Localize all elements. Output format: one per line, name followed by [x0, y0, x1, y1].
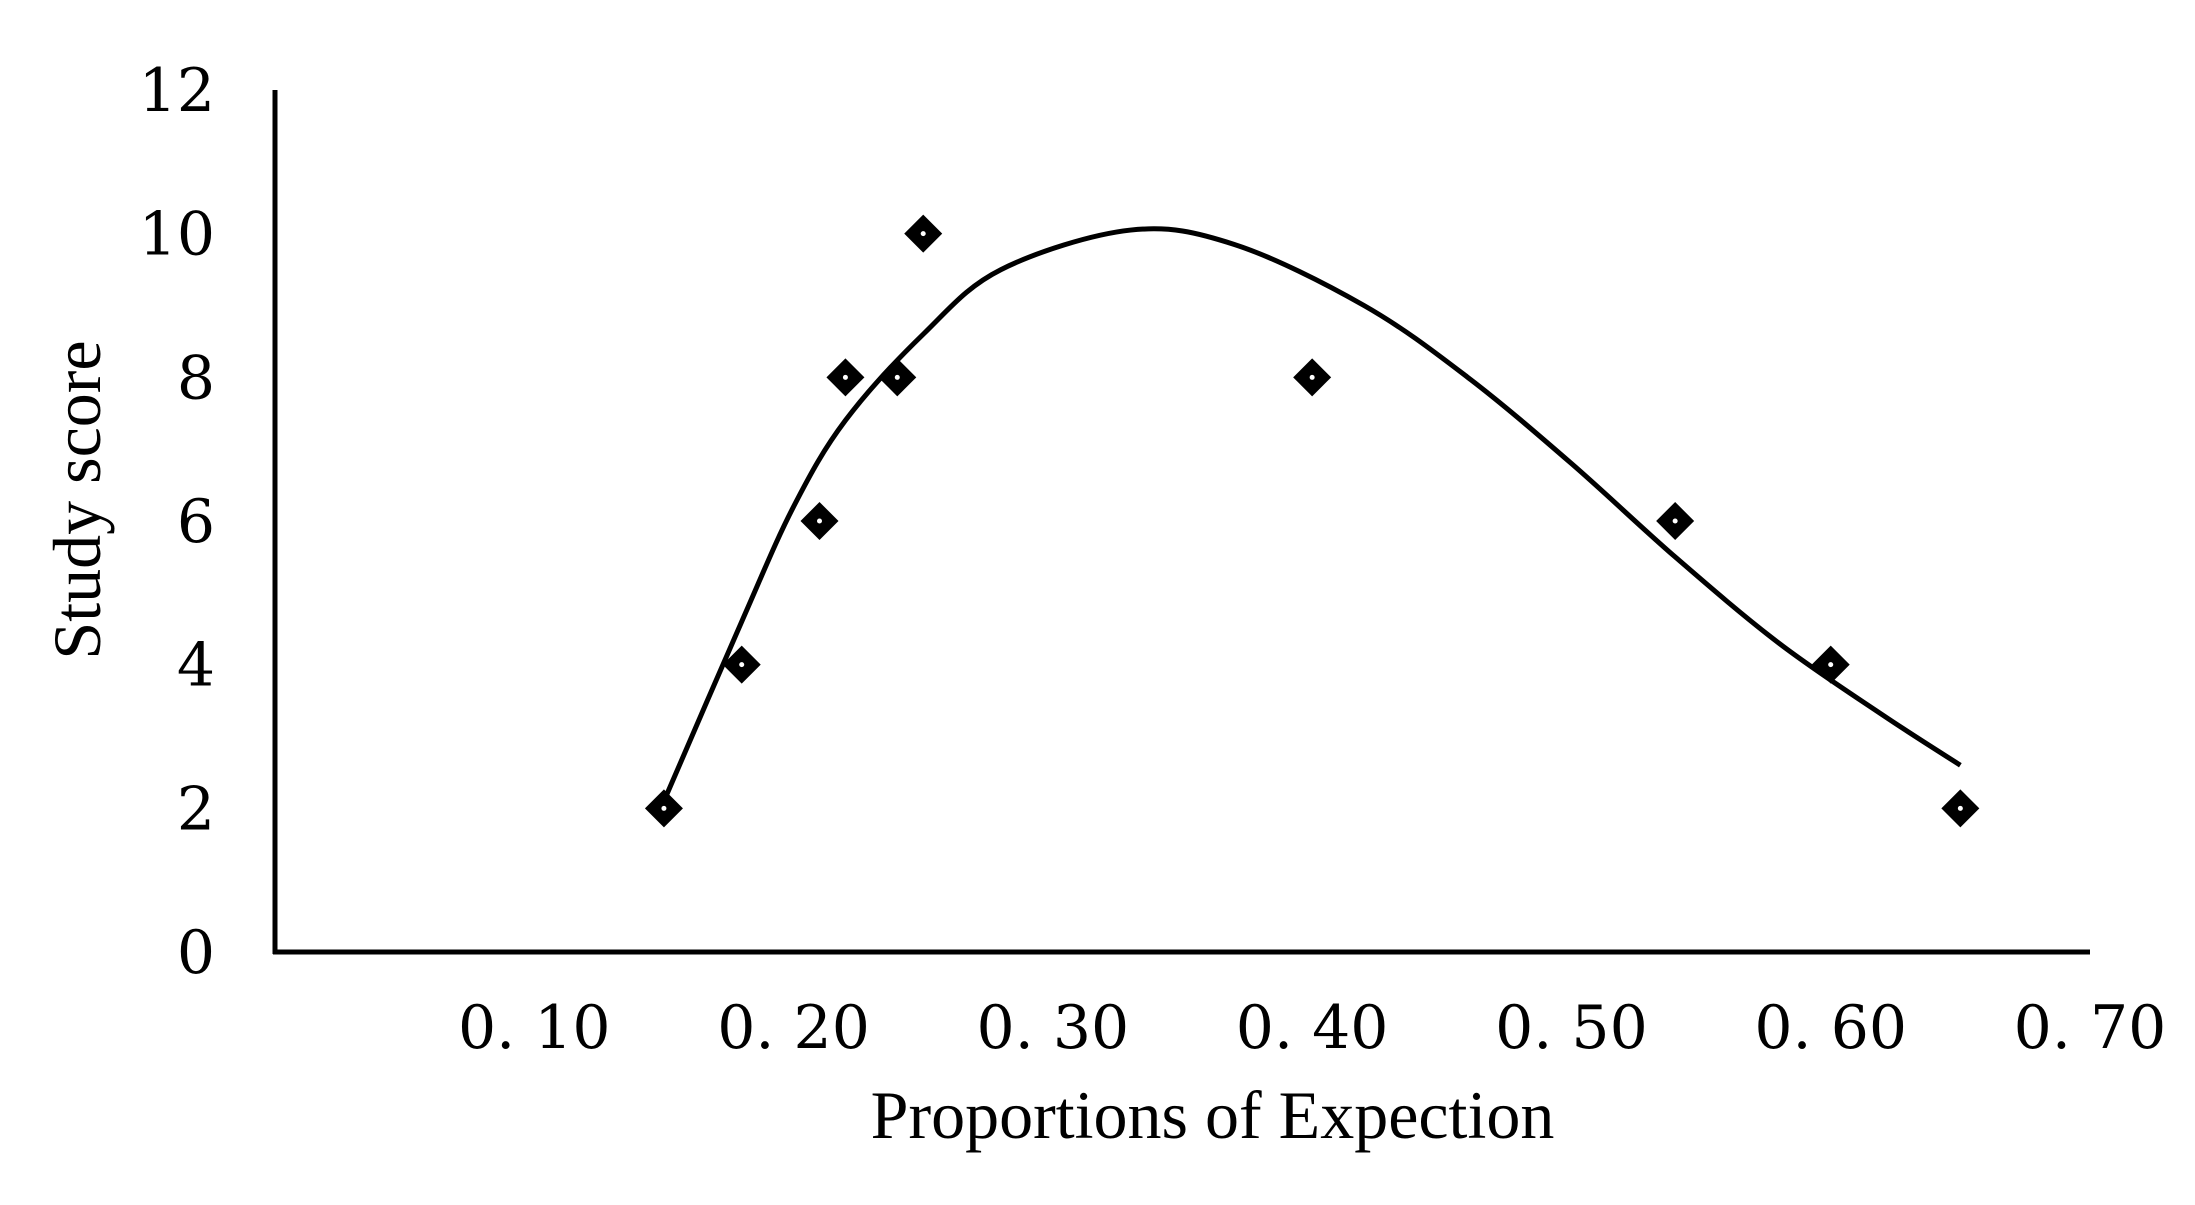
- x-tick-labels: 0. 10 0. 20 0. 30 0. 40 0. 50 0. 60 0. 70: [458, 993, 2166, 1063]
- x-tick-label: 0. 60: [1754, 993, 1907, 1063]
- y-tick-labels: 0 2 4 6 8 10 12: [139, 56, 215, 988]
- y-tick-label: 12: [139, 56, 215, 126]
- data-points: [644, 214, 1980, 828]
- y-tick-label: 4: [177, 631, 215, 701]
- x-tick-label: 0. 50: [1495, 993, 1648, 1063]
- y-tick-label: 8: [177, 343, 215, 413]
- trendline: [661, 226, 1962, 803]
- y-tick-label: 0: [177, 918, 215, 988]
- data-point-center: [817, 518, 822, 524]
- y-tick-label: 2: [177, 774, 215, 844]
- y-tick-label: 10: [139, 200, 215, 270]
- data-point-center: [1672, 518, 1678, 524]
- y-axis-title: Study score: [39, 340, 115, 659]
- data-point-center: [920, 231, 926, 237]
- x-tick-label: 0. 20: [717, 993, 870, 1063]
- y-tick-label: 6: [177, 487, 215, 557]
- x-tick-label: 0. 30: [977, 993, 1130, 1063]
- data-point-center: [842, 374, 848, 380]
- x-tick-label: 0. 40: [1236, 993, 1389, 1063]
- data-point-center: [1309, 374, 1315, 380]
- x-tick-label: 0. 10: [458, 993, 611, 1063]
- data-point-center: [739, 662, 745, 668]
- data-point-center: [1957, 805, 1963, 811]
- data-point-center: [1828, 662, 1834, 668]
- data-point-center: [894, 374, 900, 380]
- x-axis-title: Proportions of Expection: [871, 1077, 1555, 1153]
- data-point-center: [661, 805, 667, 811]
- x-tick-label: 0. 70: [2014, 993, 2167, 1063]
